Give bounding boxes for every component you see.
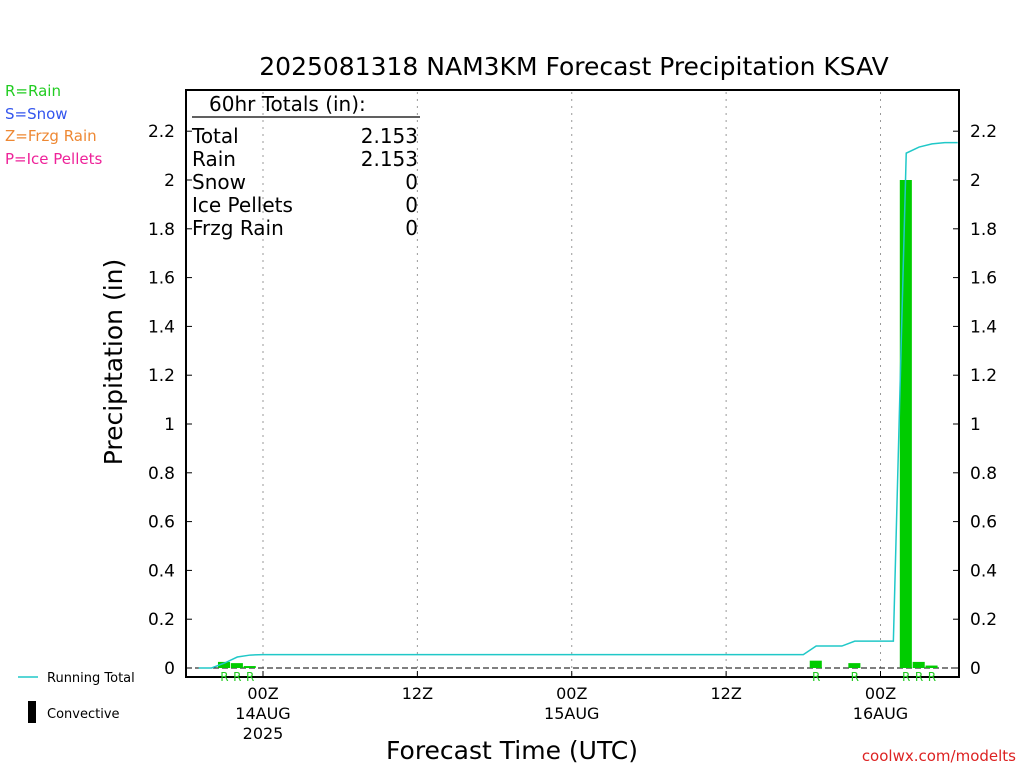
x-axis-title: Forecast Time (UTC) [386, 736, 638, 765]
y-tick-label-right: 0.4 [970, 561, 997, 581]
totals-row-label: Frzg Rain [192, 216, 284, 240]
y-tick-label-left: 0.4 [148, 561, 175, 581]
y-tick-label-left: 2 [164, 171, 175, 191]
precip-bar [899, 180, 912, 668]
x-tick-year-label: 2025 [243, 724, 284, 743]
vertical-grid [262, 92, 881, 676]
y-tick-label-right: 1.4 [970, 317, 997, 337]
y-tick-label-right: 2 [970, 171, 981, 191]
y-tick-label-left: 1.4 [148, 317, 175, 337]
y-tick-label-right: 1.6 [970, 269, 997, 289]
y-axis-left: 0 0.2 0.4 0.6 0.8 1 1.2 1.4 1.6 1.8 2 2.2 [148, 122, 192, 679]
precip-bar [809, 660, 822, 668]
legend-ice-pellets: P=Ice Pellets [5, 150, 102, 168]
y-tick-label-right: 0 [970, 659, 981, 679]
y-tick-label-right: 0.8 [970, 464, 997, 484]
totals-row-label: Total [191, 124, 239, 148]
y-tick-label-right: 0.2 [970, 610, 997, 630]
y-tick-label-left: 0 [164, 659, 175, 679]
ptype-marker: R [851, 670, 859, 684]
x-tick-label: 00Z [247, 684, 278, 703]
x-tick-label: 00Z [556, 684, 587, 703]
chart-title: 2025081318 NAM3KM Forecast Precipitation… [259, 52, 888, 81]
ptype-marker: R [928, 670, 936, 684]
x-tick-date-label: 14AUG [235, 704, 290, 723]
x-tick-label: 00Z [865, 684, 896, 703]
y-tick-label-left: 1 [164, 415, 175, 435]
plot-frame [185, 89, 960, 678]
totals-row-label: Ice Pellets [192, 193, 293, 217]
y-tick-label-left: 1.2 [148, 366, 175, 386]
running-total-legend-label: Running Total [47, 671, 135, 686]
legend-frzg-rain: Z=Frzg Rain [5, 127, 97, 145]
x-tick-date-label: 15AUG [544, 704, 599, 723]
convective-legend-label: Convective [47, 707, 120, 722]
legend-rain: R=Rain [5, 82, 61, 100]
y-tick-label-right: 0.6 [970, 513, 997, 533]
ptype-marker: R [812, 670, 820, 684]
y-tick-label-left: 2.2 [148, 122, 175, 142]
legend-snow: S=Snow [5, 105, 68, 123]
precip-bar [925, 665, 938, 668]
bar-series [217, 180, 938, 668]
y-tick-label-left: 1.8 [148, 220, 175, 240]
totals-row-value: 0 [405, 193, 418, 217]
x-tick-label: 12Z [402, 684, 433, 703]
ptype-legend: R=Rain S=Snow Z=Frzg Rain P=Ice Pellets [5, 82, 102, 168]
credit-text: coolwx.com/modelts [862, 747, 1016, 765]
y-tick-label-left: 0.2 [148, 610, 175, 630]
bottom-legend: Running Total Convective [18, 671, 135, 723]
x-tick-label: 12Z [710, 684, 741, 703]
totals-row-value: 2.153 [361, 124, 418, 148]
y-tick-label-left: 0.8 [148, 464, 175, 484]
precip-bar [848, 663, 861, 668]
totals-row-label: Rain [192, 147, 236, 171]
convective-swatch [28, 701, 36, 723]
y-tick-label-right: 1.8 [970, 220, 997, 240]
totals-row-value: 0 [405, 170, 418, 194]
totals-row-value: 0 [405, 216, 418, 240]
totals-box: 60hr Totals (in): Total 2.153 Rain 2.153 Sno… [191, 92, 420, 240]
ptype-marker: R [915, 670, 923, 684]
x-tick-date-label: 16AUG [853, 704, 908, 723]
totals-row-value: 2.153 [361, 147, 418, 171]
ptype-marker: R [233, 670, 241, 684]
y-axis-title: Precipitation (in) [99, 259, 128, 466]
precip-bar [230, 663, 243, 668]
y-tick-label-right: 1 [970, 415, 981, 435]
y-tick-label-right: 2.2 [970, 122, 997, 142]
precip-bar [217, 661, 231, 668]
precip-bar [243, 666, 256, 668]
y-tick-label-left: 1.6 [148, 269, 175, 289]
ptype-marker: R [246, 670, 254, 684]
running-total-line [198, 141, 958, 669]
precip-bar [912, 661, 925, 668]
ptype-marker: R [902, 670, 910, 684]
totals-row-label: Snow [192, 170, 246, 194]
y-tick-label-left: 0.6 [148, 513, 175, 533]
y-tick-label-right: 1.2 [970, 366, 997, 386]
totals-header: 60hr Totals (in): [209, 92, 366, 116]
ptype-marker: R [220, 670, 228, 684]
y-axis-right: 0 0.2 0.4 0.6 0.8 1 1.2 1.4 1.6 1.8 2 2.2 [953, 122, 997, 679]
